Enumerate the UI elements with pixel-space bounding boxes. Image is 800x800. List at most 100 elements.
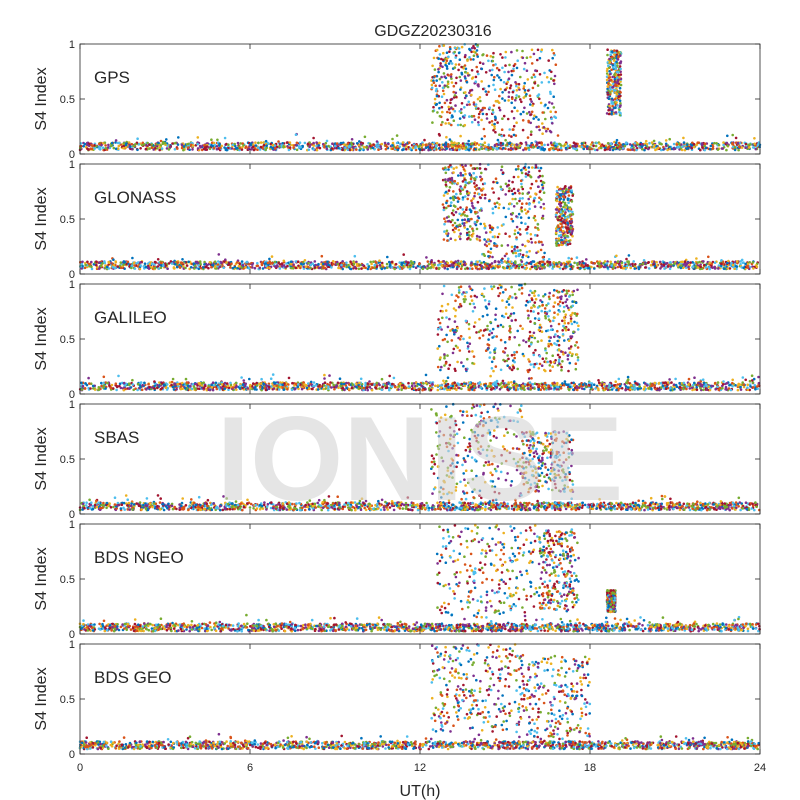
data-point [481,112,485,116]
data-point [464,91,467,94]
data-point [559,187,562,191]
data-point [649,263,653,267]
data-point [702,260,705,263]
data-point [513,245,517,248]
data-point [703,144,706,148]
data-point [452,84,456,88]
data-point [614,91,617,94]
data-point [547,258,551,261]
data-point [435,79,439,82]
data-point [611,50,614,53]
data-point [268,257,271,261]
data-point [530,130,533,133]
data-point [335,260,339,264]
data-point [708,267,711,271]
data-point [459,88,462,91]
data-point [598,263,601,266]
data-point [513,143,516,147]
data-point [409,147,412,150]
data-point [677,142,681,146]
data-point [520,221,523,225]
data-point [174,141,177,145]
data-point [444,171,448,175]
data-point [614,67,618,70]
data-point [453,109,457,113]
data-point [461,208,465,211]
data-point [575,256,579,259]
data-point [492,180,495,184]
data-point [571,212,575,216]
data-point [552,79,555,82]
data-point [529,133,533,136]
data-point [491,111,495,114]
data-point [533,82,537,85]
data-point [203,147,207,150]
data-point [446,80,450,83]
data-point [733,148,737,152]
data-point [205,145,209,148]
data-point [646,261,650,265]
data-point [484,231,488,234]
data-point [469,238,472,241]
data-point [668,261,672,264]
data-point [510,135,513,138]
data-point [551,122,554,125]
data-point [360,267,363,270]
data-point [424,373,428,377]
data-point [513,106,516,109]
data-point [494,264,498,268]
data-point [506,80,510,84]
data-point [657,146,660,150]
data-point [464,70,467,74]
data-point [557,243,561,247]
data-point [527,148,531,152]
data-point [519,75,522,79]
data-point [453,226,457,230]
data-point [542,126,546,129]
data-point [526,78,530,81]
data-point [617,73,620,77]
data-point [464,180,467,184]
data-point [463,55,467,59]
data-point [512,69,515,73]
data-point [463,178,466,181]
data-point [447,108,451,111]
data-point [534,241,537,244]
data-point [477,143,481,147]
data-point [254,144,258,147]
data-point [535,141,539,144]
data-point [464,195,467,198]
data-point [491,148,495,151]
data-point [449,196,452,200]
data-point [540,183,544,187]
data-point [608,93,612,96]
data-point [543,143,546,147]
data-point [514,254,518,258]
data-point [312,381,316,384]
data-point [225,142,228,146]
data-point [703,142,707,146]
data-point [313,266,317,269]
data-point [460,45,464,49]
data-point [517,254,521,258]
data-point [391,147,395,150]
data-point [580,145,584,148]
data-point [510,110,514,113]
data-point [453,230,456,234]
data-point [453,141,456,144]
data-point [449,237,453,240]
data-point [720,262,723,266]
data-point [530,48,534,52]
data-point [528,94,532,97]
data-point [511,219,515,223]
data-point [340,263,343,267]
data-point [610,264,613,267]
data-point [265,146,269,150]
data-point [527,216,531,220]
data-point [421,143,425,146]
data-point [496,74,499,77]
data-point [488,263,492,267]
data-point [359,147,362,150]
data-point [355,148,358,151]
data-point [527,89,530,92]
